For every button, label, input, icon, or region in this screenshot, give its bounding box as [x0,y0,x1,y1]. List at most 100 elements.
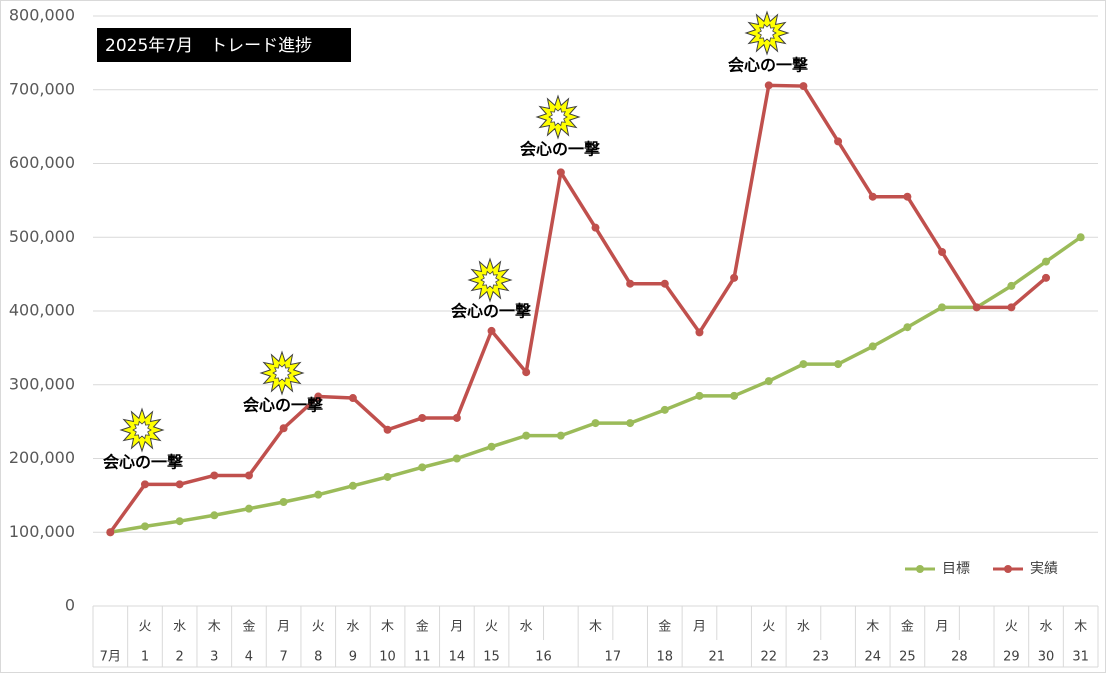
starburst-core [272,363,292,383]
weekday-label: 火 [138,620,151,635]
point [868,342,877,351]
x-tick-label: 7月 [100,650,121,665]
x-tick-label: 30 [1038,650,1055,665]
point [903,192,912,201]
weekday-label: 木 [1074,620,1087,635]
point [140,480,149,489]
point [175,517,184,526]
weekday-label: 金 [242,619,255,635]
weekday-label: 月 [450,620,463,635]
point [730,391,739,400]
point [938,248,947,256]
lines [106,81,1085,537]
weekday-label: 火 [762,620,775,635]
point [522,368,531,377]
annotation: 会心の一撃 [451,302,531,321]
point [591,419,600,428]
point [244,504,253,513]
weekday-label: 月 [277,620,290,635]
point [1042,273,1051,282]
y-tick-label: 700,000 [9,79,75,98]
point [279,498,288,507]
point [626,419,635,428]
series-line [108,83,1048,534]
annotation: 会心の一撃 [728,56,808,75]
y-tick-label: 200,000 [9,448,75,467]
point [903,323,912,332]
x-tick-label: 28 [951,650,968,665]
point [452,454,461,463]
weekday-label: 木 [381,620,394,635]
weekday-label: 月 [693,620,706,635]
weekday-label: 金 [658,619,671,635]
point [487,326,496,335]
x-tick-label: 9 [349,650,357,665]
weekday-label: 木 [866,620,879,635]
weekday-label: 水 [520,620,533,635]
point [383,425,392,434]
y-tick-label: 300,000 [9,374,75,393]
point [175,480,184,489]
annotation: 会心の一撃 [103,453,183,472]
weekday-label: 水 [797,620,810,635]
x-tick-label: 3 [210,650,218,665]
starburst-core [757,23,777,43]
x-tick-label: 15 [483,650,500,665]
y-tick-label: 600,000 [9,153,75,172]
weekday-label: 水 [173,620,186,635]
x-tick-label: 29 [1003,650,1020,665]
point [1042,257,1051,266]
grid: 0 100,000 200,000 300,000 400,000 500,000 600,… [9,6,1099,668]
point [487,442,496,451]
x-tick-label: 24 [864,650,881,665]
annotation: 会心の一撃 [243,396,323,415]
point [522,431,531,440]
x-tick-label: 1 [141,650,149,665]
title-box [97,28,351,62]
x-tick-label: 10 [379,650,396,665]
x-tick-label: 8 [314,650,322,665]
weekday-label: 木 [208,620,221,635]
point [972,303,981,312]
point [418,413,427,422]
point [730,273,739,282]
x-tick-label: 18 [657,650,674,665]
x-tick-label: 4 [245,650,253,665]
point [834,360,843,369]
point [314,392,323,401]
weekday-label: 火 [312,620,325,635]
x-tick-label: 2 [175,650,183,665]
legend-label: 目標 [942,561,970,577]
point [764,81,773,90]
y-tick-label: 0 [65,596,75,615]
point [799,82,808,91]
y-tick-label: 800,000 [9,6,75,25]
point [1007,281,1016,290]
legend-marker [1004,565,1012,573]
point [1076,233,1085,242]
weekday-label: 木 [589,620,602,635]
x-tick-label: 23 [812,650,829,665]
point [626,279,635,288]
y-tick-label: 400,000 [9,301,75,320]
weekday-label: 金 [416,619,429,635]
point [660,405,669,414]
point [244,471,253,480]
point [591,223,600,232]
point [938,303,947,312]
annotation: 会心の一撃 [520,140,600,159]
weekday-label: 金 [901,619,914,635]
x-tick-label: 7 [279,650,287,665]
weekday-label: 火 [1005,620,1018,635]
x-tick-label: 16 [535,650,552,665]
x-tick-label: 22 [761,650,778,665]
point [210,471,219,480]
point [452,413,461,422]
point [764,377,773,386]
weekday-label: 火 [485,620,498,635]
point [140,522,149,531]
point [348,394,357,403]
x-tick-label: 11 [414,650,431,665]
weekday-label: 月 [936,620,949,635]
